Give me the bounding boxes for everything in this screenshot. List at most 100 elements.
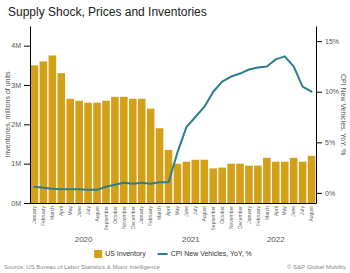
tick: April [58, 206, 64, 216]
bar [209, 168, 217, 203]
legend-swatch [158, 253, 168, 255]
bar [272, 162, 280, 203]
bar [31, 65, 39, 203]
tick-label: July [192, 206, 198, 215]
tick-label: September [103, 206, 109, 231]
bar [281, 162, 289, 203]
tick: 0M [11, 200, 30, 207]
y-axis: 0M1M2M3M4M [11, 27, 30, 207]
tick: April [165, 206, 171, 216]
bar [227, 164, 235, 203]
tick: 1M [11, 160, 30, 167]
bar [245, 166, 253, 203]
tick-label: December [130, 206, 136, 229]
tick-label: November [121, 206, 127, 229]
bar [200, 160, 208, 203]
bar [111, 97, 119, 203]
tick-label: April [58, 206, 64, 216]
tick-label: June [290, 206, 296, 217]
tick: December [130, 206, 136, 229]
bar [49, 56, 57, 204]
tick-label: March [156, 206, 162, 220]
legend-item: US Inventory [94, 250, 146, 258]
tick-mark [24, 203, 30, 204]
tick-label: July [299, 206, 305, 215]
tick-label: February [255, 206, 261, 227]
tick: July [85, 206, 91, 215]
tick: 0% [316, 190, 335, 197]
bar [66, 99, 74, 203]
tick-mark [24, 46, 30, 47]
tick-label: June [183, 206, 189, 217]
tick: May [174, 206, 180, 216]
tick-label: May [281, 206, 287, 216]
tick: August [201, 205, 207, 221]
tick: February [40, 206, 46, 227]
legend-swatch [94, 250, 102, 258]
legend-label: CPI New Vehicles, YoY, % [171, 250, 252, 257]
tick-label: 0M [11, 200, 21, 207]
tick-label: June [76, 206, 82, 217]
tick-mark [24, 124, 30, 125]
tick-mark [316, 193, 322, 194]
tick: 2M [11, 121, 30, 128]
bar [236, 164, 244, 203]
tick: August [308, 205, 314, 221]
bar [75, 101, 83, 203]
tick: 4M [11, 42, 30, 49]
legend-label: US Inventory [105, 250, 146, 258]
tick-mark [24, 85, 30, 86]
bar [84, 103, 92, 203]
tick: 5% [316, 139, 335, 146]
y2-axis-title: CPI New Vehicles, YoY, % [340, 74, 347, 155]
tick: January [246, 206, 252, 224]
bar [192, 160, 200, 203]
tick-label: 0% [325, 190, 335, 197]
y-axis-title: Inventories, millions of units [4, 71, 11, 157]
tick: August [94, 205, 100, 221]
tick: January [31, 206, 37, 224]
annotation: 2022 [267, 235, 285, 244]
bar [263, 158, 271, 203]
tick: November [228, 206, 234, 229]
tick-mark [316, 92, 322, 93]
bar [120, 97, 128, 203]
tick-label: March [264, 206, 270, 220]
tick-label: August [308, 205, 314, 221]
tick-label: January [246, 206, 252, 224]
annotation: 2020 [75, 235, 93, 244]
bar [308, 156, 316, 203]
tick: November [121, 206, 127, 229]
legend: US Inventory CPI New Vehicles, YoY, % [94, 250, 252, 258]
tick: July [192, 206, 198, 215]
tick-label: 2M [11, 121, 21, 128]
tick-label: February [147, 206, 153, 227]
axis-line [30, 27, 31, 204]
y2-axis: 0%5%10%15% [316, 27, 339, 204]
tick-label: August [201, 205, 207, 221]
plot-area [31, 56, 316, 204]
tick-label: 10% [325, 88, 339, 95]
tick-label: October [219, 206, 225, 224]
tick-label: May [67, 206, 73, 216]
tick: 10% [316, 88, 339, 95]
axis-line [316, 27, 317, 204]
tick: September [210, 206, 216, 231]
tick: June [290, 206, 296, 217]
tick-label: 4M [11, 42, 21, 49]
tick: May [281, 206, 287, 216]
bar [156, 128, 164, 203]
tick-label: September [210, 206, 216, 231]
tick-label: July [85, 206, 91, 215]
line [34, 56, 311, 190]
bar [218, 168, 226, 203]
tick-label: May [174, 206, 180, 216]
tick-label: August [94, 205, 100, 221]
tick: April [273, 206, 279, 216]
tick-label: 5% [325, 139, 335, 146]
axis-line [31, 203, 317, 204]
tick-label: March [49, 206, 55, 220]
bar [57, 73, 65, 203]
tick-label: November [228, 206, 234, 229]
tick: December [237, 206, 243, 229]
